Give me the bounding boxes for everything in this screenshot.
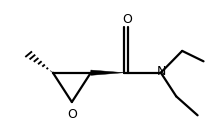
Text: O: O — [122, 13, 132, 26]
Polygon shape — [91, 70, 124, 75]
Text: O: O — [67, 108, 77, 121]
Text: N: N — [157, 65, 166, 78]
